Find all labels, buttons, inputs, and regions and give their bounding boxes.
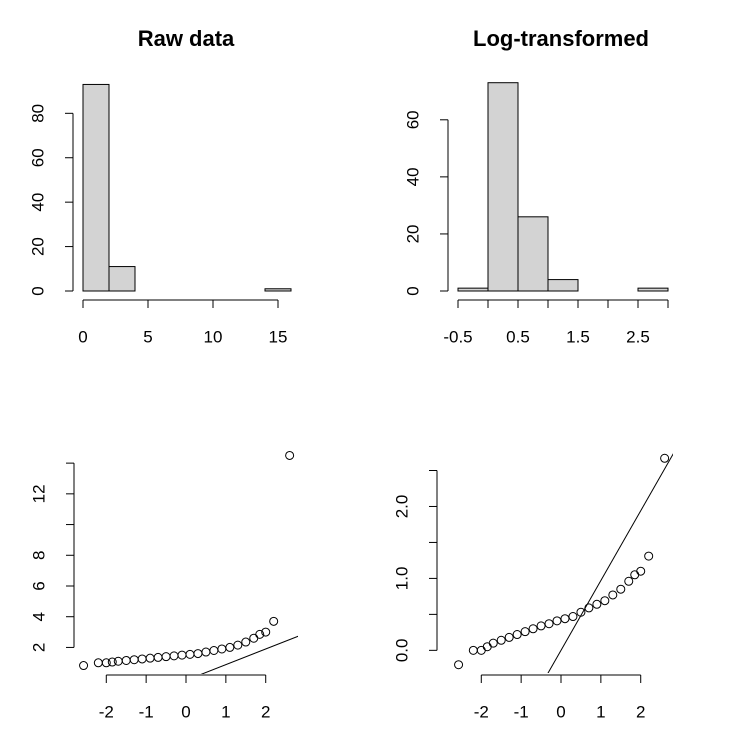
x-tick-label: 0.5 bbox=[506, 327, 530, 346]
chart-title: Raw data bbox=[138, 26, 235, 51]
point bbox=[528, 624, 538, 634]
point bbox=[544, 619, 554, 629]
point bbox=[101, 658, 111, 668]
point bbox=[636, 566, 646, 576]
x-tick-label: 1.5 bbox=[566, 327, 590, 346]
y-tick-label: 0 bbox=[403, 286, 422, 295]
point bbox=[454, 660, 464, 670]
point bbox=[660, 453, 670, 463]
point bbox=[225, 642, 235, 652]
point bbox=[269, 616, 279, 626]
point bbox=[255, 629, 265, 639]
x-tick-label: -0.5 bbox=[443, 327, 472, 346]
x-tick-label: 2.5 bbox=[626, 327, 650, 346]
x-tick-label: -2 bbox=[474, 702, 489, 721]
x-tick-label: 5 bbox=[143, 327, 152, 346]
y-tick-label: 20 bbox=[28, 237, 47, 256]
y-tick-label: 12 bbox=[29, 484, 48, 503]
x-tick-label: -1 bbox=[514, 702, 529, 721]
x-tick-label: 1 bbox=[596, 702, 605, 721]
point bbox=[241, 637, 251, 647]
y-tick-label: 20 bbox=[403, 224, 422, 243]
bar bbox=[487, 82, 519, 292]
y-tick-label: 60 bbox=[28, 148, 47, 167]
point bbox=[285, 450, 295, 460]
point bbox=[600, 596, 610, 606]
y-tick-label: 8 bbox=[29, 551, 48, 560]
x-tick-label: -1 bbox=[139, 702, 154, 721]
x-tick-label: -2 bbox=[99, 702, 114, 721]
y-tick-label: 0 bbox=[28, 286, 47, 295]
bar bbox=[547, 279, 579, 292]
y-tick-label: 1.0 bbox=[392, 567, 411, 591]
point bbox=[552, 616, 562, 626]
point bbox=[644, 551, 654, 561]
x-tick-label: 15 bbox=[269, 327, 288, 346]
point bbox=[107, 657, 117, 667]
point bbox=[560, 614, 570, 624]
x-tick-label: 2 bbox=[636, 702, 645, 721]
y-tick-label: 40 bbox=[403, 167, 422, 186]
point bbox=[504, 632, 514, 642]
point bbox=[624, 576, 634, 586]
y-tick-label: 80 bbox=[28, 104, 47, 123]
x-tick-label: 10 bbox=[204, 327, 223, 346]
x-tick-label: 0 bbox=[556, 702, 565, 721]
bar bbox=[517, 216, 549, 292]
y-tick-label: 2.0 bbox=[392, 495, 411, 519]
x-tick-label: 0 bbox=[78, 327, 87, 346]
qq-line bbox=[547, 453, 673, 673]
bar bbox=[457, 287, 489, 292]
bar bbox=[82, 83, 110, 292]
point bbox=[584, 603, 594, 613]
chart-title: Log-transformed bbox=[473, 26, 649, 51]
bar bbox=[264, 288, 292, 292]
x-tick-label: 0 bbox=[181, 702, 190, 721]
y-tick-label: 40 bbox=[28, 193, 47, 212]
point bbox=[512, 630, 522, 640]
point bbox=[568, 612, 578, 622]
y-tick-label: 4 bbox=[29, 612, 48, 621]
point bbox=[261, 627, 271, 637]
x-tick-label: 2 bbox=[261, 702, 270, 721]
y-tick-label: 6 bbox=[29, 581, 48, 590]
point bbox=[576, 607, 586, 617]
y-tick-label: 2 bbox=[29, 643, 48, 652]
point bbox=[488, 638, 498, 648]
point bbox=[496, 635, 506, 645]
point bbox=[592, 599, 602, 609]
x-tick-label: 1 bbox=[221, 702, 230, 721]
y-tick-label: 60 bbox=[403, 110, 422, 129]
point bbox=[520, 627, 530, 637]
point bbox=[233, 640, 243, 650]
point bbox=[616, 584, 626, 594]
point bbox=[79, 661, 89, 671]
y-tick-label: 0.0 bbox=[392, 639, 411, 663]
point bbox=[608, 590, 618, 600]
point bbox=[536, 621, 546, 631]
qq-line bbox=[200, 635, 298, 674]
bar bbox=[108, 266, 136, 292]
bar bbox=[637, 287, 669, 292]
